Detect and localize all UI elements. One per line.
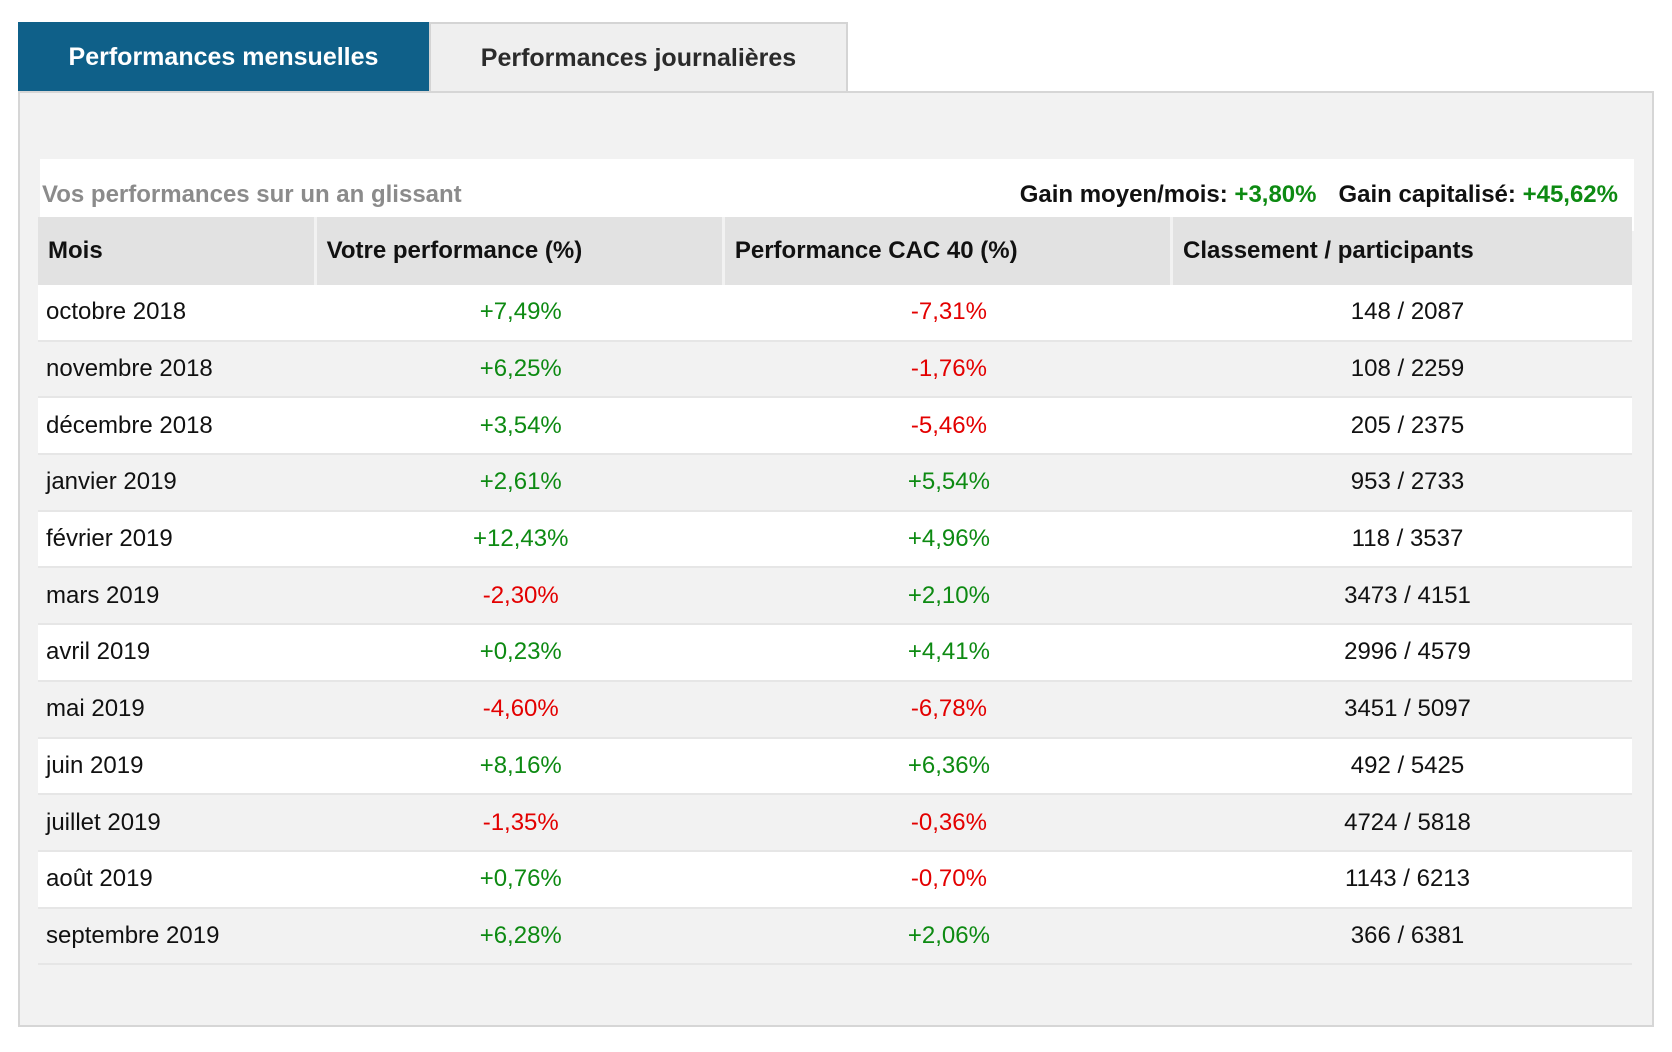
ranking-cell: 3451 / 5097 [1173,681,1632,739]
your-performance-cell: +0,23% [316,625,725,682]
cac40-performance-cell: +4,96% [724,511,1174,569]
header-month: Mois [38,217,317,285]
month-cell: septembre 2019 [38,908,317,966]
table-row: août 2019 +0,76% -0,70% 1143 / 6213 [38,851,1632,909]
table-row: mai 2019 -4,60% -6,78% 3451 / 5097 [38,681,1632,739]
cac40-performance-cell: +6,36% [724,738,1174,796]
summary-stats: Gain moyen/mois: +3,80% Gain capitalisé:… [1020,181,1618,209]
cac40-performance-cell: -5,46% [724,398,1174,456]
table-header-row: Mois Votre performance (%) Performance C… [38,217,1632,285]
ranking-cell: 148 / 2087 [1173,285,1632,342]
table-row: juillet 2019 -1,35% -0,36% 4724 / 5818 [38,795,1632,852]
your-performance-cell: +8,16% [316,738,725,796]
header-cac40-performance: Performance CAC 40 (%) [724,217,1174,285]
tab-bar: Performances mensuelles Performances jou… [18,22,848,92]
monthly-performance-table: Mois Votre performance (%) Performance C… [38,217,1632,966]
month-cell: juillet 2019 [38,795,317,852]
your-performance-cell: +2,61% [316,455,725,512]
your-performance-cell: +6,25% [316,341,725,399]
ranking-cell: 1143 / 6213 [1173,851,1632,909]
average-gain: Gain moyen/mois: +3,80% [1020,181,1317,209]
table-row: juin 2019 +8,16% +6,36% 492 / 5425 [38,738,1632,796]
header-ranking: Classement / participants [1173,217,1632,285]
ranking-cell: 953 / 2733 [1173,455,1632,512]
cac40-performance-cell: -6,78% [724,681,1174,739]
month-cell: octobre 2018 [38,285,317,342]
table-row: novembre 2018 +6,25% -1,76% 108 / 2259 [38,341,1632,399]
cac40-performance-cell: +2,06% [724,908,1174,966]
month-cell: juin 2019 [38,738,317,796]
your-performance-cell: -2,30% [316,568,725,626]
month-cell: août 2019 [38,851,317,909]
table-row: septembre 2019 +6,28% +2,06% 366 / 6381 [38,908,1632,966]
your-performance-cell: -1,35% [316,795,725,852]
ranking-cell: 4724 / 5818 [1173,795,1632,852]
table-row: mars 2019 -2,30% +2,10% 3473 / 4151 [38,568,1632,626]
capitalized-gain-label: Gain capitalisé: [1338,181,1516,208]
summary-title: Vos performances sur un an glissant [42,181,462,208]
month-cell: décembre 2018 [38,398,317,456]
ranking-cell: 2996 / 4579 [1173,625,1632,682]
your-performance-cell: -4,60% [316,681,725,739]
ranking-cell: 118 / 3537 [1173,511,1632,569]
month-cell: mai 2019 [38,681,317,739]
tab-daily-performance[interactable]: Performances journalières [429,22,848,92]
ranking-cell: 3473 / 4151 [1173,568,1632,626]
cac40-performance-cell: -1,76% [724,341,1174,399]
table-row: décembre 2018 +3,54% -5,46% 205 / 2375 [38,398,1632,456]
table-row: février 2019 +12,43% +4,96% 118 / 3537 [38,511,1632,569]
table-row: octobre 2018 +7,49% -7,31% 148 / 2087 [38,285,1632,342]
cac40-performance-cell: +5,54% [724,455,1174,512]
average-gain-value: +3,80% [1234,181,1317,208]
month-cell: mars 2019 [38,568,317,626]
capitalized-gain: Gain capitalisé: +45,62% [1339,181,1619,209]
tab-monthly-performance[interactable]: Performances mensuelles [18,22,429,92]
cac40-performance-cell: +2,10% [724,568,1174,626]
month-cell: avril 2019 [38,625,317,682]
your-performance-cell: +0,76% [316,851,725,909]
your-performance-cell: +6,28% [316,908,725,966]
table-body: octobre 2018 +7,49% -7,31% 148 / 2087 novemb… [38,285,1632,966]
table-row: avril 2019 +0,23% +4,41% 2996 / 4579 [38,625,1632,682]
header-your-performance: Votre performance (%) [316,217,725,285]
ranking-cell: 108 / 2259 [1173,341,1632,399]
your-performance-cell: +3,54% [316,398,725,456]
month-cell: janvier 2019 [38,455,317,512]
ranking-cell: 366 / 6381 [1173,908,1632,966]
average-gain-label: Gain moyen/mois: [1019,181,1228,208]
your-performance-cell: +12,43% [316,511,725,569]
ranking-cell: 492 / 5425 [1173,738,1632,796]
cac40-performance-cell: -0,70% [724,851,1174,909]
month-cell: novembre 2018 [38,341,317,399]
cac40-performance-cell: +4,41% [724,625,1174,682]
cac40-performance-cell: -7,31% [724,285,1174,342]
table-row: janvier 2019 +2,61% +5,54% 953 / 2733 [38,455,1632,512]
month-cell: février 2019 [38,511,317,569]
capitalized-gain-value: +45,62% [1522,181,1618,208]
ranking-cell: 205 / 2375 [1173,398,1632,456]
your-performance-cell: +7,49% [316,285,725,342]
cac40-performance-cell: -0,36% [724,795,1174,852]
